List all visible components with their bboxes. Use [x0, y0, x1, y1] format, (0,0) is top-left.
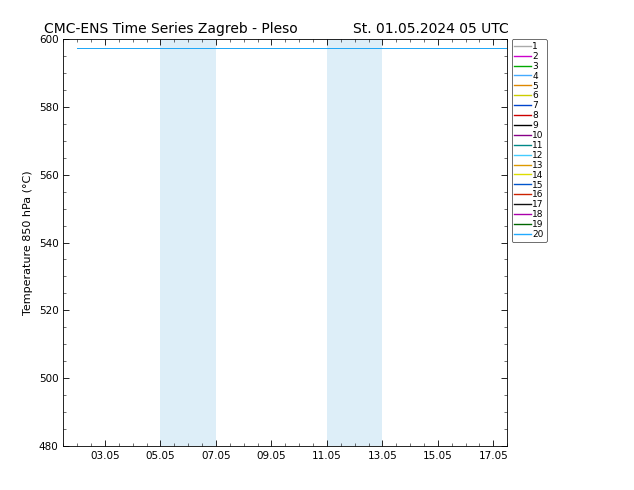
Legend: 1, 2, 3, 4, 5, 6, 7, 8, 9, 10, 11, 12, 13, 14, 15, 16, 17, 18, 19, 20: 1, 2, 3, 4, 5, 6, 7, 8, 9, 10, 11, 12, 1…: [512, 39, 547, 242]
Text: St. 01.05.2024 05 UTC: St. 01.05.2024 05 UTC: [353, 22, 509, 36]
Text: CMC-ENS Time Series Zagreb - Pleso: CMC-ENS Time Series Zagreb - Pleso: [44, 22, 298, 36]
Y-axis label: Temperature 850 hPa (°C): Temperature 850 hPa (°C): [23, 170, 33, 315]
Bar: [327, 39, 382, 446]
Bar: [160, 39, 216, 446]
